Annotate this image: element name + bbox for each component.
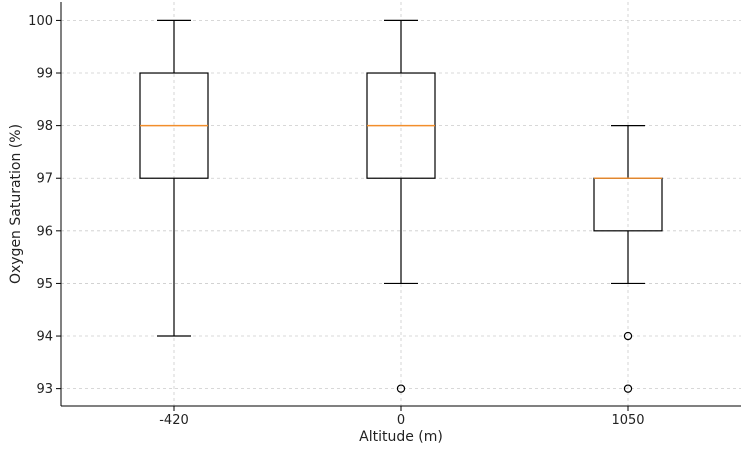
x-axis-label: Altitude (m) [359,429,443,445]
y-tick-label: 98 [36,119,53,134]
y-axis-label: Oxygen Saturation (%) [8,124,24,284]
outlier-point [623,331,633,341]
y-tick-label: 97 [36,172,53,187]
y-tick-label: 93 [36,382,53,397]
outlier-point [623,384,633,393]
y-tick-label: 94 [36,330,53,345]
axis-layer: 93 94 95 96 97 98 99 100 -420 0 1050 [28,2,741,428]
x-tick-label: -420 [159,413,189,428]
iqr-box [593,177,663,232]
y-tick-label: 99 [36,67,53,82]
x-tick-label: 0 [397,413,405,428]
y-tick-label: 95 [36,277,53,292]
box-group-1050 [593,125,663,393]
x-tick-label: 1050 [611,413,644,428]
outlier-point [396,384,406,393]
box-layer [139,19,663,393]
box-group-0 [366,19,436,393]
y-tick-label: 100 [28,14,53,29]
box-group--420 [139,19,209,337]
y-tick-label: 96 [36,224,53,239]
